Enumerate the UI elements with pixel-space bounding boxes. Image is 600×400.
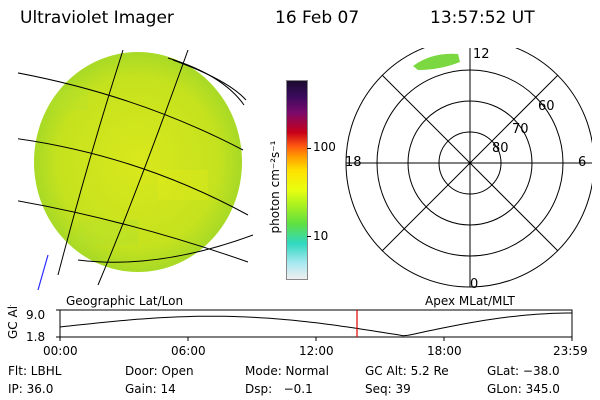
- info-gc-alt: GC Alt: 5.2 Re: [365, 364, 449, 378]
- xtick-23-59: 23:59: [553, 344, 588, 358]
- xtick-06-00: 06:00: [171, 344, 206, 358]
- polar-panel-label: Apex MLat/MLT: [425, 294, 515, 308]
- geo-panel-label: Geographic Lat/Lon: [66, 294, 184, 308]
- info-filter: Flt: LBHL: [8, 364, 62, 378]
- xtick-00-00: 00:00: [43, 344, 78, 358]
- mlt-label-18: 18: [345, 155, 362, 170]
- polar-diagonal-2: [381, 74, 559, 252]
- earth-disk: [34, 52, 242, 272]
- date-title: 16 Feb 07: [275, 8, 360, 28]
- polar-circle-outer: [345, 48, 592, 288]
- info-ip: IP: 36.0: [8, 382, 54, 396]
- info-glon: GLon: 345.0: [487, 382, 560, 396]
- info-mode: Mode: Normal: [245, 364, 329, 378]
- xtick-12-00: 12:00: [299, 344, 334, 358]
- grid-arc: [167, 57, 245, 106]
- colorbar-unit-label: photon cm⁻²s⁻¹: [268, 140, 282, 234]
- colorbar-tick-mark-10: [307, 236, 311, 237]
- info-door: Door: Open: [125, 364, 194, 378]
- lat-lon-grid: [18, 50, 254, 286]
- coastline: [37, 254, 49, 290]
- lat-label-70: 70: [512, 122, 529, 137]
- info-gain: Gain: 14: [125, 382, 176, 396]
- lat-label-80: 80: [492, 141, 509, 156]
- mlt-label-6: 6: [578, 155, 586, 170]
- colorbar-tick-mark-100: [307, 148, 311, 149]
- info-seq: Seq: 39: [365, 382, 411, 396]
- time-title: 13:57:52 UT: [430, 8, 535, 28]
- altitude-ylabel: GC Alt: [6, 305, 20, 339]
- colorbar-tick-10: 10: [313, 229, 329, 243]
- colorbar-tick-100: 100: [313, 140, 336, 154]
- geographic-image: [18, 50, 254, 290]
- auroral-emission: [413, 53, 460, 70]
- altitude-curve: [59, 312, 572, 337]
- altitude-plot: 9.0 1.8 GC Alt: [6, 305, 573, 344]
- altitude-plot-frame: [59, 309, 573, 338]
- info-dsp: Dsp: −0.1: [245, 382, 313, 396]
- mlt-label-0: 0: [470, 277, 478, 292]
- info-glat: GLat: −38.0: [487, 364, 560, 378]
- ytick-bottom: 1.8: [26, 330, 45, 344]
- colorbar: [286, 80, 308, 280]
- polar-plot: 12 0 18 6 60 70 80: [345, 48, 592, 292]
- mlt-label-12: 12: [473, 48, 490, 62]
- disk-texture: [48, 90, 208, 245]
- instrument-title: Ultraviolet Imager: [20, 8, 174, 28]
- ytick-top: 9.0: [26, 308, 45, 322]
- lat-label-60: 60: [538, 99, 555, 114]
- xtick-18-00: 18:00: [427, 344, 462, 358]
